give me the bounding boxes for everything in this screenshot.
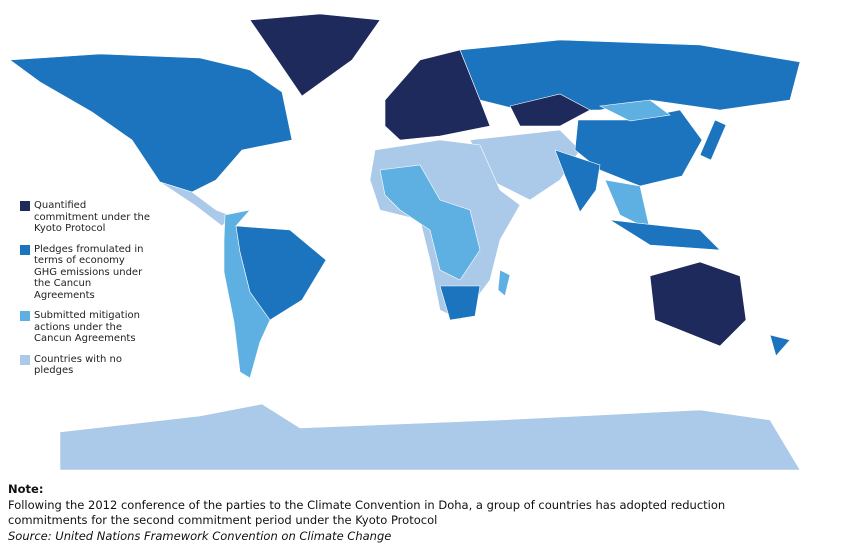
legend-label: Quantified commitment under the Kyoto Pr…: [34, 200, 151, 234]
legend-item: Quantified commitment under the Kyoto Pr…: [20, 200, 150, 235]
legend: Quantified commitment under the Kyoto Pr…: [20, 200, 150, 386]
new-zealand: [769, 334, 791, 357]
russia: [459, 39, 801, 111]
legend-item: Countries with no pledges: [20, 354, 150, 377]
legend-label: Countries with no pledges: [34, 353, 122, 377]
source: Source: United Nations Framework Convent…: [8, 528, 392, 543]
kazakhstan: [509, 93, 591, 127]
madagascar: [497, 269, 511, 297]
brazil: [235, 225, 327, 321]
india: [554, 149, 601, 213]
legend-item: Submitted mitigation actions under the C…: [20, 310, 150, 345]
world-map: [9, 13, 801, 471]
north-america: [9, 53, 293, 193]
indonesia: [609, 219, 721, 251]
japan: [699, 119, 727, 161]
legend-swatch: [20, 244, 30, 255]
antarctica: [59, 403, 801, 471]
note-heading: Note:: [8, 482, 44, 496]
greenland: [249, 13, 381, 97]
south-africa: [439, 285, 481, 321]
australia: [649, 261, 747, 347]
legend-item: Pledges fromulated in terms of economy G…: [20, 244, 150, 302]
note: Note: Following the 2012 conference of t…: [8, 482, 808, 544]
europe: [384, 49, 491, 141]
legend-swatch: [20, 311, 30, 321]
africa-mitigation: [379, 164, 481, 281]
legend-swatch: [20, 201, 30, 211]
legend-swatch: [20, 354, 30, 365]
legend-label: Pledges fromulated in terms of economy G…: [34, 243, 144, 301]
mongolia: [598, 99, 671, 122]
legend-label: Submitted mitigation actions under the C…: [34, 310, 140, 344]
note-text: Following the 2012 conference of the par…: [8, 497, 726, 528]
